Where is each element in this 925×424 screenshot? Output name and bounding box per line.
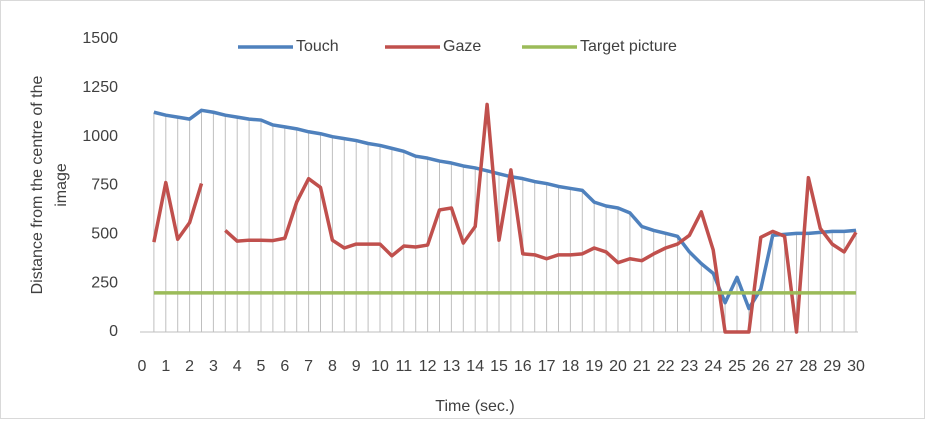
legend-label: Target picture (580, 38, 677, 55)
x-tick-label: 19 (585, 358, 603, 375)
series-line (153, 108, 857, 311)
y-tick-label: 1250 (82, 79, 118, 96)
x-tick-label: 11 (395, 358, 412, 375)
x-axis-title: Time (sec.) (435, 398, 514, 415)
x-tick-label: 15 (490, 358, 508, 375)
x-tick-label: 22 (657, 358, 675, 375)
x-tick-label: 23 (681, 358, 699, 375)
x-tick-label: 13 (443, 358, 461, 375)
y-axis-title-line: image (53, 163, 70, 207)
x-tick-label: 17 (538, 358, 556, 375)
x-tick-label: 4 (233, 358, 242, 375)
x-tick-label: 9 (352, 358, 361, 375)
y-axis-title: Distance from the centre of the image (29, 76, 70, 295)
x-tick-label: 5 (257, 358, 266, 375)
x-tick-label: 30 (847, 358, 865, 375)
y-tick-label: 500 (91, 226, 118, 243)
x-tick-label: 29 (823, 358, 841, 375)
x-tick-label: 26 (752, 358, 770, 375)
x-tick-label: 12 (419, 358, 437, 375)
x-tick-label: 8 (328, 358, 337, 375)
y-tick-label: 1500 (82, 30, 118, 47)
x-tick-label: 0 (138, 358, 147, 375)
x-tick-label: 7 (304, 358, 313, 375)
x-tick-label: 20 (609, 358, 627, 375)
y-axis-title-line: Distance from the centre of the (29, 76, 46, 295)
x-tick-label: 10 (371, 358, 389, 375)
x-tick-label: 1 (161, 358, 170, 375)
y-tick-label: 250 (91, 274, 118, 291)
x-tick-label: 16 (514, 358, 532, 375)
y-tick-label: 750 (91, 177, 118, 194)
legend-label: Gaze (443, 38, 481, 55)
y-tick-label: 1000 (82, 128, 118, 145)
x-tick-label: 28 (800, 358, 818, 375)
x-tick-label: 3 (209, 358, 218, 375)
x-tick-label: 6 (280, 358, 289, 375)
x-tick-label: 21 (633, 358, 651, 375)
series-line (152, 102, 858, 334)
x-tick-label: 18 (562, 358, 580, 375)
x-tick-label: 2 (185, 358, 194, 375)
x-tick-label: 27 (776, 358, 794, 375)
y-tick-label: 0 (109, 323, 118, 340)
x-tick-label: 14 (466, 358, 484, 375)
x-tick-label: 24 (704, 358, 722, 375)
legend-label: Touch (296, 38, 339, 55)
x-tick-label: 25 (728, 358, 746, 375)
